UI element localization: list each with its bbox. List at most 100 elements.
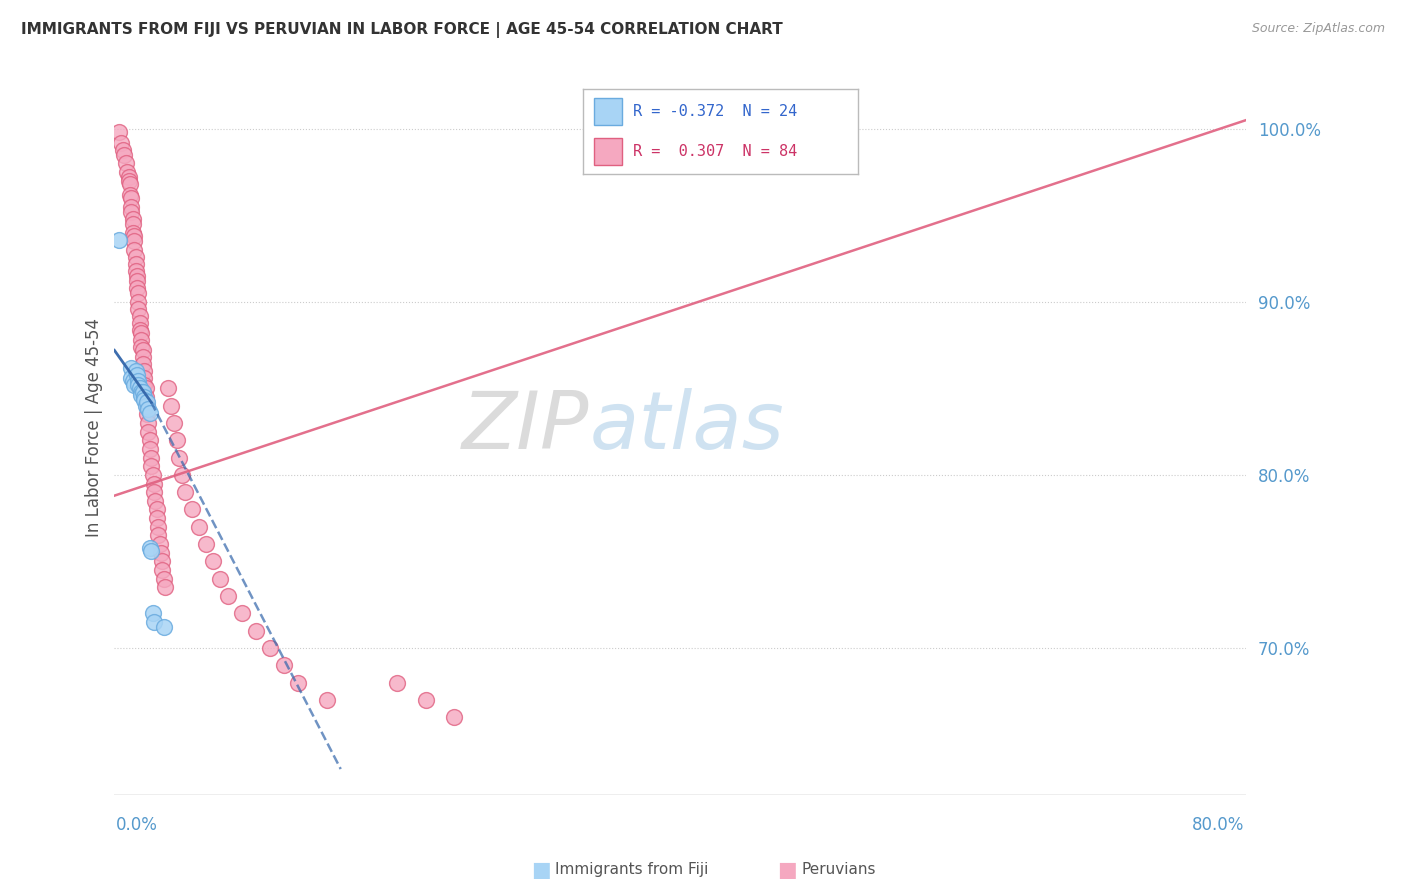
- Point: [143, 615, 166, 629]
- Point: [125, 368, 148, 382]
- Text: Source: ZipAtlas.com: Source: ZipAtlas.com: [1251, 22, 1385, 36]
- Point: [107, 125, 129, 139]
- Text: R =  0.307  N = 84: R = 0.307 N = 84: [633, 145, 797, 160]
- Point: [149, 537, 172, 551]
- Point: [152, 563, 174, 577]
- Point: [129, 388, 152, 402]
- Point: [122, 229, 145, 244]
- Point: [152, 554, 174, 568]
- Point: [132, 393, 155, 408]
- Point: [202, 554, 225, 568]
- Point: [259, 640, 281, 655]
- Point: [120, 200, 142, 214]
- Point: [273, 658, 295, 673]
- Point: [157, 381, 180, 395]
- Point: [160, 399, 183, 413]
- Point: [136, 407, 159, 421]
- Text: Immigrants from Fiji: Immigrants from Fiji: [555, 863, 709, 877]
- Point: [120, 371, 142, 385]
- Text: Peruvians: Peruvians: [801, 863, 876, 877]
- Point: [114, 156, 136, 170]
- Point: [120, 360, 142, 375]
- Text: 80.0%: 80.0%: [1192, 816, 1244, 834]
- Point: [122, 243, 145, 257]
- Point: [131, 357, 153, 371]
- Point: [125, 274, 148, 288]
- Text: IMMIGRANTS FROM FIJI VS PERUVIAN IN LABOR FORCE | AGE 45-54 CORRELATION CHART: IMMIGRANTS FROM FIJI VS PERUVIAN IN LABO…: [21, 22, 783, 38]
- Point: [132, 371, 155, 385]
- Point: [174, 485, 197, 500]
- Point: [139, 406, 162, 420]
- Point: [127, 301, 149, 316]
- Point: [136, 395, 159, 409]
- Point: [415, 693, 437, 707]
- Point: [142, 467, 165, 482]
- Point: [138, 402, 160, 417]
- Point: [188, 520, 211, 534]
- Point: [118, 177, 141, 191]
- Point: [121, 211, 143, 226]
- Text: ZIP: ZIP: [463, 388, 589, 467]
- Point: [121, 217, 143, 231]
- Point: [107, 233, 129, 247]
- Point: [287, 675, 309, 690]
- Text: 0.0%: 0.0%: [115, 816, 157, 834]
- Point: [169, 450, 191, 465]
- Point: [153, 572, 176, 586]
- Point: [209, 572, 232, 586]
- Point: [128, 309, 150, 323]
- Point: [443, 710, 465, 724]
- Point: [132, 378, 155, 392]
- Point: [122, 235, 145, 249]
- Point: [127, 286, 149, 301]
- Point: [124, 263, 146, 277]
- Point: [148, 520, 170, 534]
- Point: [127, 375, 149, 389]
- Point: [315, 693, 337, 707]
- Point: [129, 333, 152, 347]
- Point: [217, 589, 239, 603]
- Point: [145, 493, 167, 508]
- Point: [141, 450, 163, 465]
- Point: [131, 343, 153, 358]
- Point: [117, 174, 139, 188]
- Point: [139, 442, 162, 456]
- Bar: [595, 138, 621, 165]
- Point: [112, 148, 135, 162]
- Point: [387, 675, 409, 690]
- Point: [136, 399, 159, 413]
- Point: [129, 384, 152, 399]
- Point: [122, 378, 145, 392]
- Point: [124, 250, 146, 264]
- Point: [127, 294, 149, 309]
- Point: [155, 580, 177, 594]
- Point: [143, 476, 166, 491]
- Point: [143, 485, 166, 500]
- Point: [128, 322, 150, 336]
- Point: [195, 537, 218, 551]
- Point: [121, 226, 143, 240]
- Point: [245, 624, 267, 638]
- Point: [146, 502, 169, 516]
- Point: [129, 326, 152, 340]
- Text: ■: ■: [778, 860, 797, 880]
- Point: [148, 528, 170, 542]
- Point: [125, 281, 148, 295]
- Point: [117, 170, 139, 185]
- Point: [141, 459, 163, 474]
- Point: [172, 467, 194, 482]
- Point: [138, 425, 160, 439]
- Point: [135, 381, 157, 395]
- Point: [132, 364, 155, 378]
- Point: [127, 378, 149, 392]
- Point: [128, 316, 150, 330]
- Point: [153, 620, 176, 634]
- Point: [166, 434, 188, 448]
- Point: [131, 350, 153, 364]
- Text: ■: ■: [531, 860, 551, 880]
- Point: [110, 136, 132, 150]
- Text: atlas: atlas: [589, 388, 785, 467]
- Point: [131, 384, 153, 399]
- Point: [163, 416, 186, 430]
- Point: [111, 143, 134, 157]
